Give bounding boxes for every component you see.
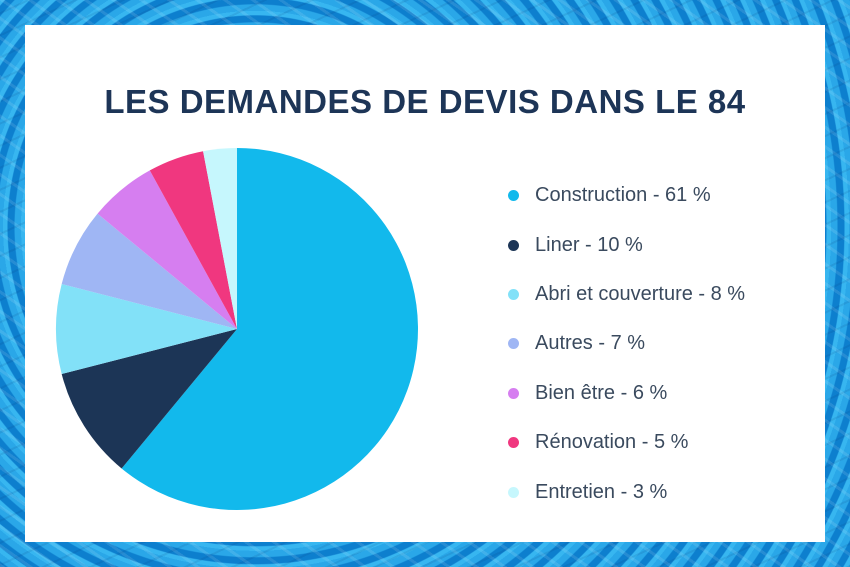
legend-marker — [508, 190, 519, 201]
legend-item: Liner - 10 % — [508, 220, 745, 269]
legend-label: Construction - 61 % — [535, 184, 711, 207]
legend-marker — [508, 289, 519, 300]
legend-label: Entretien - 3 % — [535, 481, 667, 504]
legend-label: Rénovation - 5 % — [535, 431, 688, 454]
chart-legend: Construction - 61 % Liner - 10 % Abri et c… — [508, 171, 745, 517]
legend-marker — [508, 388, 519, 399]
legend-item: Autres - 7 % — [508, 319, 745, 368]
chart-title: LES DEMANDES DE DEVIS DANS LE 84 — [25, 83, 825, 121]
legend-item: Abri et couverture - 8 % — [508, 270, 745, 319]
chart-card: LES DEMANDES DE DEVIS DANS LE 84 Constru… — [25, 25, 825, 542]
pie-chart — [55, 147, 425, 517]
legend-item: Construction - 61 % — [508, 171, 745, 220]
legend-label: Abri et couverture - 8 % — [535, 283, 745, 306]
legend-marker — [508, 240, 519, 251]
legend-marker — [508, 437, 519, 448]
legend-label: Autres - 7 % — [535, 332, 645, 355]
legend-marker — [508, 487, 519, 498]
legend-label: Liner - 10 % — [535, 234, 643, 257]
legend-item: Rénovation - 5 % — [508, 418, 745, 467]
legend-marker — [508, 338, 519, 349]
legend-item: Bien être - 6 % — [508, 369, 745, 418]
legend-label: Bien être - 6 % — [535, 382, 667, 405]
legend-item: Entretien - 3 % — [508, 467, 745, 516]
